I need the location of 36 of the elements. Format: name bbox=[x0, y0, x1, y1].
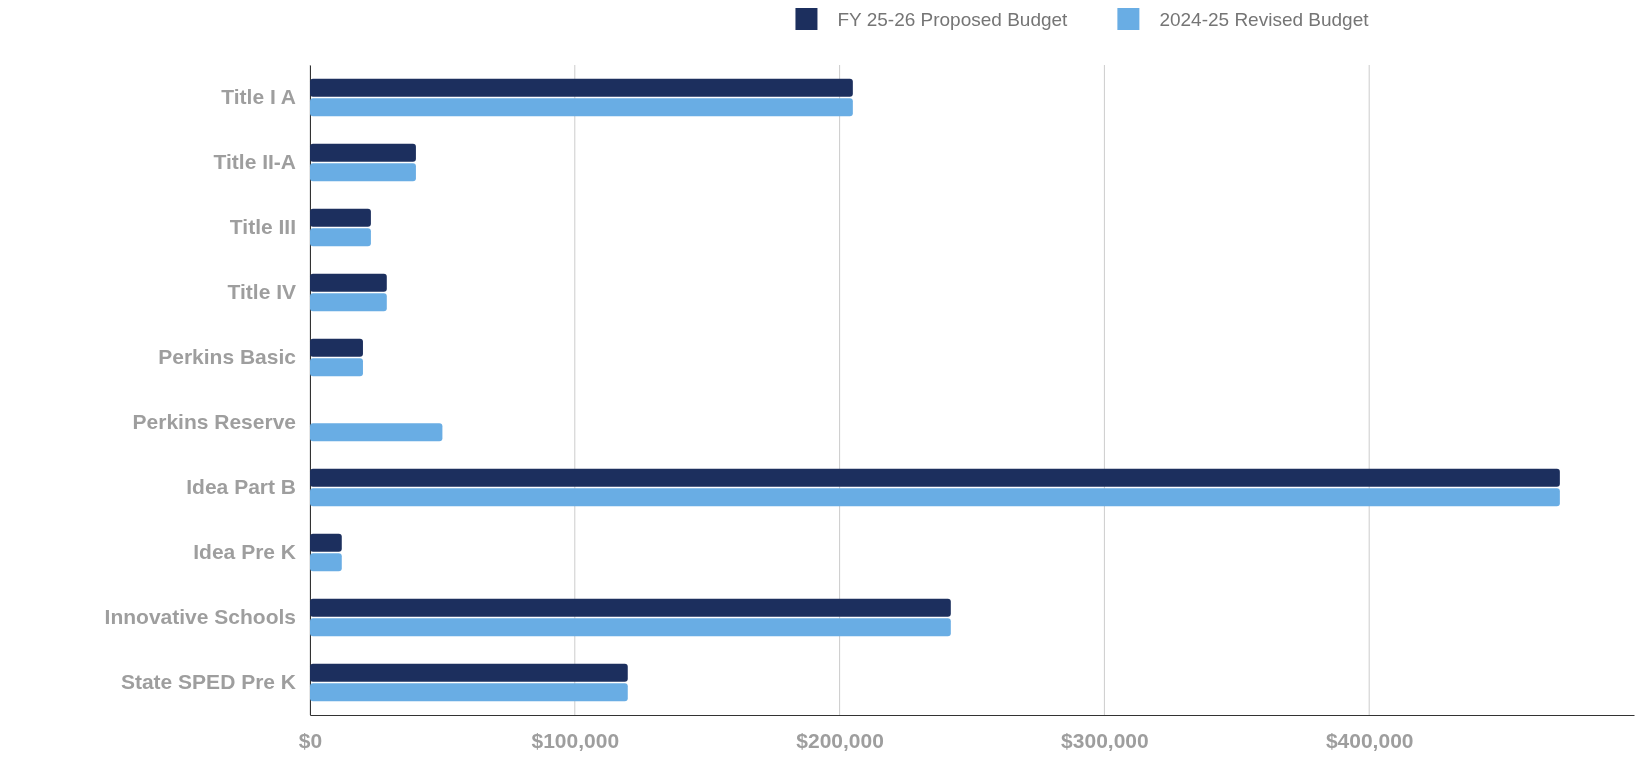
bar bbox=[310, 663, 628, 682]
y-tick-label: Title II-A bbox=[213, 150, 296, 174]
x-tick-label: $0 bbox=[298, 728, 323, 752]
y-tick-label: Idea Part B bbox=[186, 475, 296, 499]
y-tick-label: Perkins Basic bbox=[158, 345, 297, 369]
bar bbox=[310, 598, 951, 617]
bar bbox=[310, 468, 1560, 487]
bar bbox=[310, 683, 628, 702]
y-tick-label: Title I A bbox=[221, 85, 296, 109]
bar bbox=[310, 228, 371, 247]
bar bbox=[310, 273, 387, 292]
bar bbox=[310, 78, 853, 97]
y-tick-label: Title IV bbox=[227, 280, 296, 304]
bar bbox=[310, 98, 853, 117]
bar bbox=[310, 293, 387, 312]
x-tick-label: $400,000 bbox=[1325, 728, 1414, 752]
bar bbox=[310, 163, 416, 182]
bar bbox=[310, 143, 416, 162]
y-tick-label: State SPED Pre K bbox=[120, 670, 296, 694]
bar bbox=[310, 488, 1560, 507]
legend-label: FY 25-26 Proposed Budget bbox=[837, 9, 1069, 30]
bar bbox=[310, 533, 342, 552]
y-tick-label: Perkins Reserve bbox=[132, 410, 296, 434]
y-tick-label: Innovative Schools bbox=[104, 605, 296, 629]
bar bbox=[310, 423, 443, 442]
bar bbox=[310, 618, 951, 637]
x-tick-label: $100,000 bbox=[531, 728, 620, 752]
bar bbox=[310, 338, 363, 357]
bar bbox=[310, 553, 342, 572]
legend-label: 2024-25 Revised Budget bbox=[1159, 9, 1370, 30]
x-tick-label: $300,000 bbox=[1061, 728, 1149, 752]
x-tick-label: $200,000 bbox=[796, 728, 884, 752]
bar bbox=[310, 358, 363, 377]
y-tick-label: Idea Pre K bbox=[193, 540, 296, 564]
y-tick-label: Title III bbox=[229, 215, 296, 239]
bar bbox=[310, 208, 371, 227]
